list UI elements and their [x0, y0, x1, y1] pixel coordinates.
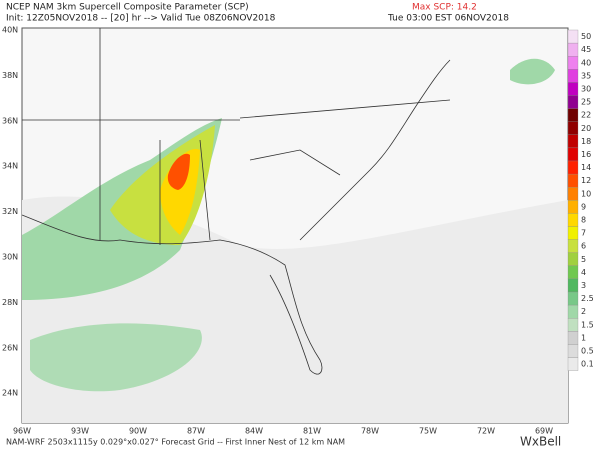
- colorbar-swatch: [567, 108, 579, 122]
- latitude-label: 28N: [2, 298, 18, 307]
- colorbar-swatch: [567, 357, 579, 371]
- max-value: Max SCP: 14.2: [412, 3, 477, 13]
- latitude-label: 32N: [2, 207, 18, 216]
- green-field: [30, 323, 202, 392]
- title: NCEP NAM 3km Supercell Composite Paramet…: [6, 3, 249, 13]
- longitude-label: 81W: [303, 427, 321, 436]
- longitude-label: 93W: [71, 427, 89, 436]
- colorbar-swatch: [567, 200, 579, 214]
- colorbar-label: 50: [581, 32, 591, 41]
- coastlines: [21, 28, 451, 375]
- colorbar-swatch: [567, 56, 579, 70]
- map: [21, 27, 569, 424]
- colorbar-swatch: [567, 121, 579, 135]
- colorbar-label: 6: [581, 242, 586, 251]
- colorbar-label: 3: [581, 281, 586, 290]
- colorbar-label: 10: [581, 189, 591, 198]
- colorbar-label: 30: [581, 84, 591, 93]
- colorbar-swatch: [567, 344, 579, 358]
- colorbar-swatch: [567, 134, 579, 149]
- colorbar-swatch: [567, 69, 579, 83]
- colorbar-swatch: [567, 95, 579, 109]
- colorbar-swatch: [567, 318, 579, 332]
- red-core: [167, 153, 190, 190]
- latitude-label: 38N: [2, 71, 18, 80]
- colorbar-label: 8: [581, 215, 586, 224]
- footer-text: NAM-WRF 2503x1115y 0.029°x0.027° Forecas…: [6, 438, 345, 447]
- colorbar-swatch: [567, 29, 579, 44]
- colorbar-swatch: [567, 226, 579, 240]
- colorbar-label: 2.5: [581, 294, 594, 303]
- colorbar-label: 1: [581, 333, 586, 342]
- colorbar-label: 20: [581, 124, 591, 133]
- latitude-label: 34N: [2, 162, 18, 171]
- colorbar-swatch: [567, 252, 579, 266]
- colorbar-swatch: [567, 278, 579, 293]
- colorbar-label: 1.5: [581, 320, 594, 329]
- colorbar-label: 45: [581, 45, 591, 54]
- longitude-label: 90W: [129, 427, 147, 436]
- colorbar-label: 22: [581, 111, 591, 120]
- colorbar-swatch: [567, 213, 579, 227]
- colorbar-swatch: [567, 304, 579, 319]
- init-valid: Init: 12Z05NOV2018 -- [20] hr --> Valid …: [6, 14, 276, 24]
- colorbar-label: 25: [581, 98, 591, 107]
- colorbar-label: 4: [581, 268, 586, 277]
- longitude-label: 87W: [187, 427, 205, 436]
- colorbar-label: 7: [581, 229, 586, 238]
- colorbar-label: 2: [581, 307, 586, 316]
- colorbar-swatch: [567, 291, 579, 306]
- colorbar-label: 9: [581, 202, 586, 211]
- colorbar-label: 18: [581, 137, 591, 146]
- longitude-label: 75W: [419, 427, 437, 436]
- colorbar-swatch: [567, 160, 579, 175]
- colorbar-label: 5: [581, 255, 586, 264]
- colorbar-swatch: [567, 82, 579, 96]
- colorbar-label: 12: [581, 176, 591, 185]
- colorbar-swatch: [567, 239, 579, 253]
- colorbar-swatch: [567, 265, 579, 280]
- green-field: [510, 58, 555, 85]
- colorbar-swatch: [567, 147, 579, 162]
- colorbar-swatch: [567, 331, 579, 345]
- local-time: Tue 03:00 EST 06NOV2018: [387, 14, 509, 24]
- longitude-label: 78W: [361, 427, 379, 436]
- colorbar-label: 0.1: [581, 360, 594, 369]
- colorbar-swatch: [567, 42, 579, 57]
- colorbar-label: 35: [581, 71, 591, 80]
- latitude-label: 36N: [2, 116, 18, 125]
- latitude-label: 40N: [2, 26, 18, 35]
- colorbar-label: 40: [581, 58, 591, 67]
- colorbar-swatch: [567, 187, 579, 201]
- longitude-label: 96W: [13, 427, 31, 436]
- longitude-label: 69W: [535, 427, 553, 436]
- colorbar-label: 14: [581, 163, 591, 172]
- longitude-label: 72W: [477, 427, 495, 436]
- colorbar-label: 0.5: [581, 346, 594, 355]
- colorbar-label: 16: [581, 150, 591, 159]
- logo: WxBell: [520, 435, 561, 449]
- longitude-label: 84W: [245, 427, 263, 436]
- latitude-label: 24N: [2, 389, 18, 398]
- latitude-label: 30N: [2, 253, 18, 262]
- colorbar-swatch: [567, 173, 579, 188]
- latitude-label: 26N: [2, 343, 18, 352]
